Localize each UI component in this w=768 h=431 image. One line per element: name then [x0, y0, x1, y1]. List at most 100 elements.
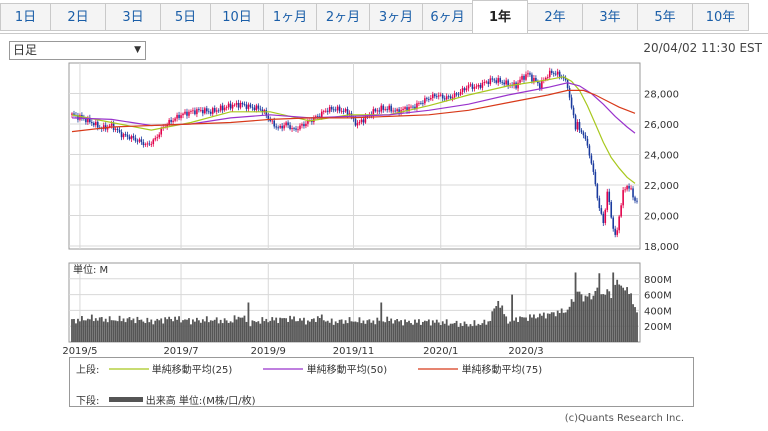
volume-plot-area — [68, 262, 641, 343]
tab-6[interactable]: 2ヶ月 — [316, 3, 370, 31]
candle-body — [206, 108, 208, 112]
candle-body — [204, 108, 206, 114]
candle-body — [213, 108, 216, 112]
candle-body — [451, 97, 454, 99]
price-plot-area — [68, 62, 641, 250]
volume-bar — [255, 322, 258, 342]
candle-body — [578, 122, 581, 131]
candle-body — [584, 135, 587, 139]
volume-bar — [82, 320, 85, 342]
volume-bar — [610, 298, 613, 342]
candle-body — [207, 111, 210, 113]
candle-body — [457, 94, 460, 96]
volume-bar — [501, 305, 504, 342]
candle-body — [71, 113, 73, 115]
volume-bar — [475, 325, 478, 342]
candle-body — [287, 122, 289, 126]
volume-bar — [604, 294, 607, 342]
candle-body — [243, 104, 246, 106]
tab-0[interactable]: 1日 — [0, 3, 51, 31]
volume-bar — [479, 324, 482, 342]
tab-5[interactable]: 1ヶ月 — [263, 3, 317, 31]
candle-body — [564, 78, 567, 80]
volume-bar — [188, 318, 190, 342]
candle-body — [209, 111, 212, 114]
candle-body — [259, 108, 262, 110]
tab-10[interactable]: 2年 — [527, 3, 583, 31]
volume-bar — [521, 317, 523, 342]
legend-ma25: 単純移動平均(25) — [151, 365, 233, 376]
candle-body — [382, 105, 385, 110]
chevron-down-icon: ▼ — [134, 45, 141, 55]
tab-1[interactable]: 2日 — [50, 3, 106, 31]
tab-4[interactable]: 10日 — [210, 3, 264, 31]
tab-7[interactable]: 3ヶ月 — [369, 3, 423, 31]
x-tick-label: 2019/11 — [333, 346, 375, 357]
tab-9[interactable]: 1年 — [472, 0, 528, 34]
volume-bar — [540, 315, 543, 342]
candle-body — [338, 106, 341, 112]
volume-bar — [265, 318, 268, 342]
candle-body — [281, 125, 283, 129]
tab-2[interactable]: 3日 — [105, 3, 161, 31]
candle-body — [612, 217, 615, 229]
candle-body — [172, 120, 174, 122]
volume-bar — [318, 318, 321, 342]
tab-11[interactable]: 3年 — [582, 3, 638, 31]
candle-body — [233, 104, 236, 106]
volume-bar — [525, 317, 527, 342]
candle-body — [166, 124, 168, 127]
candle-body — [340, 110, 343, 112]
candle-body — [235, 102, 238, 105]
candle-body — [537, 80, 539, 84]
ma75-swatch — [418, 368, 459, 370]
price-tick-label: 24,000 — [644, 150, 679, 161]
candle-body — [428, 98, 430, 100]
candle-body — [487, 81, 490, 85]
volume-bar — [140, 319, 143, 342]
candle-body — [533, 77, 535, 82]
tab-8[interactable]: 6ヶ月 — [422, 3, 473, 31]
tab-12[interactable]: 5年 — [637, 3, 693, 31]
candle-body — [251, 106, 254, 108]
price-tick-label: 20,000 — [644, 211, 679, 222]
volume-bar — [455, 320, 458, 342]
candle-body — [437, 95, 440, 97]
candle-body — [420, 103, 422, 104]
candle-body — [624, 189, 626, 191]
volume-bar — [314, 321, 317, 342]
candle-body — [320, 111, 323, 118]
tab-13[interactable]: 10年 — [692, 3, 749, 31]
volume-bar — [172, 321, 175, 342]
volume-bar — [164, 317, 167, 342]
candle-body — [108, 125, 111, 128]
volume-bar — [427, 319, 430, 342]
candle-body — [277, 127, 279, 129]
candle-body — [618, 216, 620, 231]
legend-box: 上段: 単純移動平均(25) 単純移動平均(50) 単純移動平均(75) 下段:… — [69, 357, 694, 407]
price-tick-label: 26,000 — [644, 120, 679, 131]
volume-bar — [465, 323, 468, 342]
candle-body — [265, 110, 268, 116]
candle-body — [346, 109, 349, 115]
candle-body — [479, 85, 482, 88]
volume-bar — [378, 320, 381, 342]
candle-body — [202, 109, 204, 114]
volume-bar — [451, 323, 454, 342]
ma50-swatch — [263, 368, 304, 370]
candle-body — [455, 93, 458, 95]
volume-bar — [636, 312, 638, 342]
volume-bar — [283, 318, 286, 342]
candle-body — [386, 109, 389, 111]
period-select[interactable]: 日足 ▼ — [9, 41, 146, 60]
candle-body — [184, 111, 186, 114]
candle-body — [150, 144, 153, 145]
volume-tick-label: 200M — [644, 322, 672, 333]
volume-bar — [538, 313, 541, 342]
volume-bar — [192, 319, 194, 342]
volume-bar — [195, 317, 198, 342]
candle-body — [463, 88, 466, 91]
volume-bar — [231, 322, 234, 342]
candle-body — [465, 88, 468, 91]
volume-bar — [174, 316, 176, 342]
